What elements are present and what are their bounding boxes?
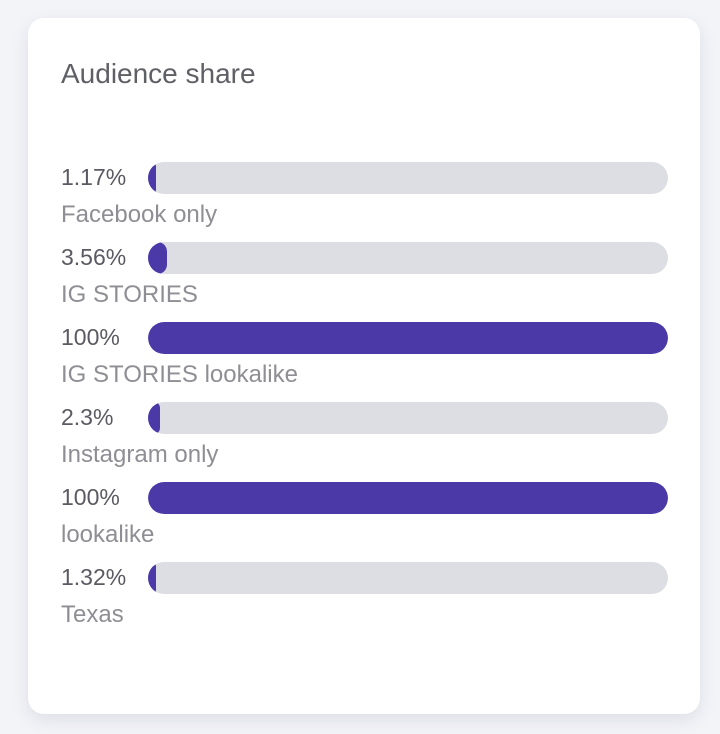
progress-fill: [148, 482, 668, 514]
audience-row: 3.56% IG STORIES: [61, 238, 668, 318]
progress-track: [148, 482, 668, 514]
audience-label: Instagram only: [61, 441, 219, 468]
audience-row: 100% IG STORIES lookalike: [61, 318, 668, 398]
percent-value: 2.3%: [61, 404, 114, 430]
progress-fill: [148, 322, 668, 354]
percent-value: 100%: [61, 484, 120, 510]
audience-row: 1.17% Facebook only: [61, 158, 668, 238]
card-title: Audience share: [61, 58, 256, 89]
progress-fill: [148, 402, 160, 434]
percent-value: 100%: [61, 324, 120, 350]
progress-fill: [148, 162, 156, 194]
progress-fill: [148, 562, 156, 594]
percent-value: 3.56%: [61, 244, 127, 270]
audience-share-list: 1.17% Facebook only 3.56% IG STORIES 100…: [61, 158, 668, 638]
percent-value: 1.32%: [61, 564, 127, 590]
audience-label: lookalike: [61, 521, 155, 548]
progress-track: [148, 162, 668, 194]
audience-label: IG STORIES: [61, 281, 198, 308]
audience-share-card: Audience share 1.17% Facebook only 3.56%…: [28, 18, 700, 714]
progress-track: [148, 402, 668, 434]
percent-value: 1.17%: [61, 164, 127, 190]
audience-row: 100% lookalike: [61, 478, 668, 558]
progress-track: [148, 242, 668, 274]
progress-fill: [148, 242, 167, 274]
progress-track: [148, 322, 668, 354]
audience-label: IG STORIES lookalike: [61, 361, 298, 388]
audience-row: 2.3% Instagram only: [61, 398, 668, 478]
audience-label: Texas: [61, 601, 124, 628]
progress-track: [148, 562, 668, 594]
audience-label: Facebook only: [61, 201, 218, 228]
audience-row: 1.32% Texas: [61, 558, 668, 638]
